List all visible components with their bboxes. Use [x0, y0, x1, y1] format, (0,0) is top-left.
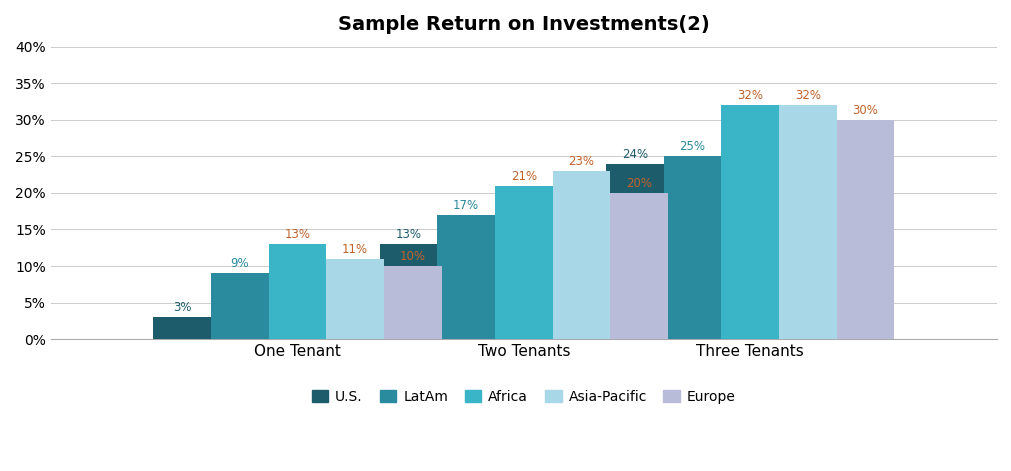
Bar — [326, 259, 383, 339]
Bar — [606, 163, 663, 339]
Bar — [383, 266, 441, 339]
Bar — [610, 193, 667, 339]
Bar — [778, 105, 836, 339]
Bar — [154, 317, 211, 339]
Bar — [552, 171, 610, 339]
Title: Sample Return on Investments(2): Sample Return on Investments(2) — [338, 15, 709, 34]
Text: 24%: 24% — [621, 148, 647, 161]
Text: 20%: 20% — [626, 177, 651, 190]
Text: 21%: 21% — [511, 170, 537, 183]
Text: 17%: 17% — [453, 199, 479, 212]
Text: 13%: 13% — [395, 228, 422, 241]
Text: 25%: 25% — [678, 140, 705, 154]
Text: 30%: 30% — [851, 104, 878, 117]
Legend: U.S., LatAm, Africa, Asia-Pacific, Europe: U.S., LatAm, Africa, Asia-Pacific, Europ… — [305, 384, 741, 409]
Text: 23%: 23% — [568, 155, 593, 168]
Bar — [211, 273, 269, 339]
Text: 11%: 11% — [342, 243, 368, 256]
Text: 10%: 10% — [399, 250, 426, 263]
Text: 13%: 13% — [284, 228, 310, 241]
Bar — [437, 215, 494, 339]
Bar — [836, 120, 894, 339]
Text: 9%: 9% — [231, 257, 249, 270]
Bar — [379, 244, 437, 339]
Text: 32%: 32% — [794, 89, 820, 102]
Text: 3%: 3% — [173, 301, 191, 314]
Bar — [269, 244, 326, 339]
Bar — [721, 105, 778, 339]
Bar — [663, 156, 721, 339]
Text: 32%: 32% — [736, 89, 762, 102]
Bar — [494, 186, 552, 339]
